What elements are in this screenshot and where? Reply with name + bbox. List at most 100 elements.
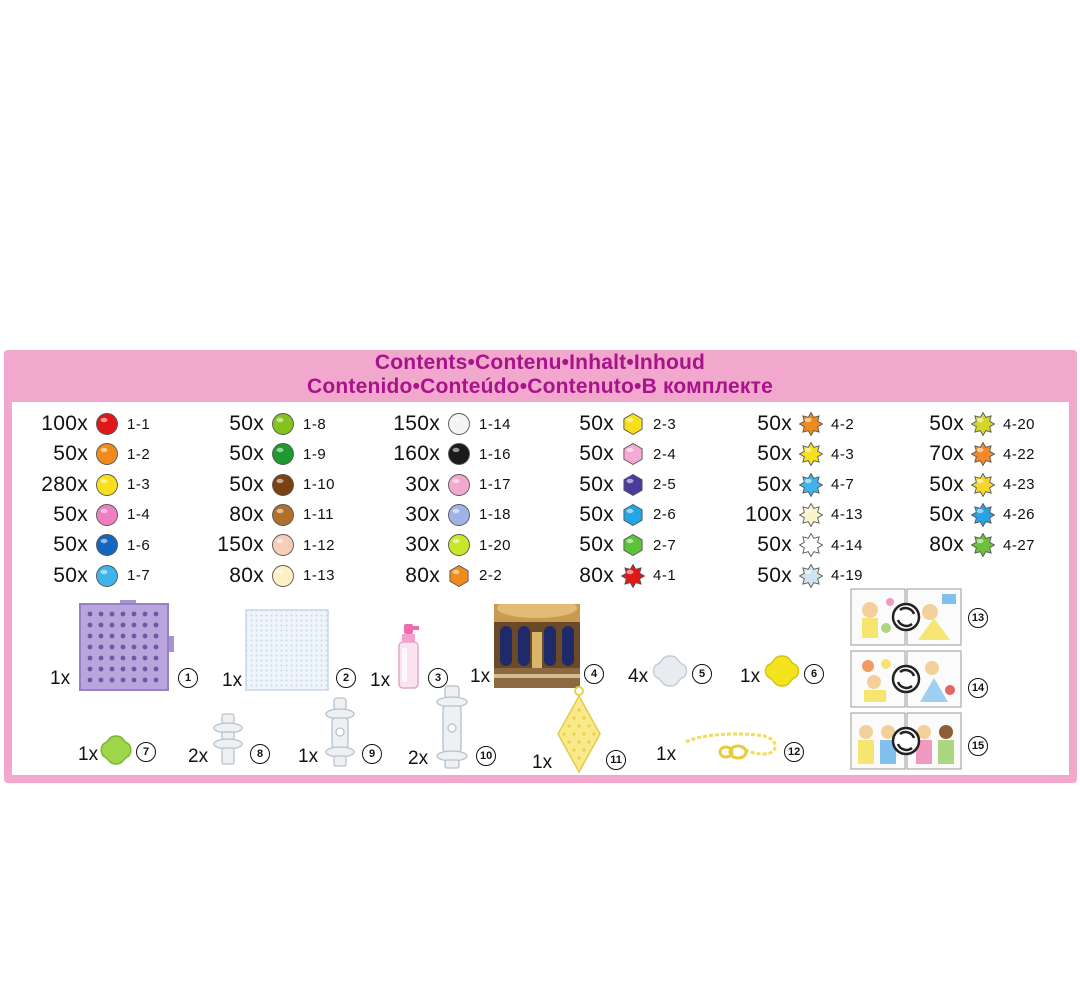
bead-quantity: 100x xyxy=(745,502,792,526)
bead-code: 1-10 xyxy=(303,476,336,494)
hex-bead-icon xyxy=(621,503,645,527)
bead-item: 100x 4-13 xyxy=(738,500,863,530)
bead-item: 30x 1-20 xyxy=(378,530,511,560)
bead-code: 1-8 xyxy=(303,415,327,433)
bead-code: 4-1 xyxy=(653,567,677,584)
accessory-11: 1x 11 xyxy=(532,686,627,774)
accessory-qty: 2x xyxy=(408,748,429,769)
bead-quantity: 280x xyxy=(41,472,88,496)
bead-quantity: 50x xyxy=(229,442,264,466)
round-bead-icon xyxy=(447,473,471,497)
round-bead-icon xyxy=(95,533,119,557)
bead-quantity: 50x xyxy=(929,472,964,496)
bead-code: 1-6 xyxy=(127,536,151,554)
bead-item: 50x 4-26 xyxy=(912,500,1035,530)
bead-quantity: 160x xyxy=(393,442,440,466)
accessory-qty: 1x xyxy=(470,666,491,687)
accessory-number: 6 xyxy=(804,664,825,684)
accessory-2: 1x 2 xyxy=(222,608,357,692)
bead-quantity: 150x xyxy=(393,412,440,435)
round-bead-icon xyxy=(95,473,119,497)
bead-quantity: 30x xyxy=(405,472,440,496)
peg-piece-icon xyxy=(325,697,355,767)
round-bead-icon xyxy=(95,503,119,527)
bead-item: 150x 1-14 xyxy=(378,409,511,439)
bead-quantity: 80x xyxy=(405,563,440,587)
bead-code: 1-20 xyxy=(479,536,512,554)
accessory-qty: 1x xyxy=(656,744,677,765)
bead-quantity: 50x xyxy=(757,472,792,496)
bead-item: 50x 4-23 xyxy=(912,470,1035,500)
round-bead-icon xyxy=(95,412,119,436)
bead-item: 30x 1-17 xyxy=(378,470,511,500)
accessory-5: 4x 5 xyxy=(628,654,713,688)
bead-code: 1-16 xyxy=(479,445,512,463)
bead-quantity: 50x xyxy=(229,472,264,496)
bead-quantity: 50x xyxy=(757,442,792,466)
round-bead-icon xyxy=(271,503,295,527)
hex-bead-icon xyxy=(621,442,645,466)
bead-code: 2-4 xyxy=(653,445,677,463)
template-sheet-icon xyxy=(850,650,962,708)
accessory-number: 7 xyxy=(136,742,157,762)
bead-quantity: 150x xyxy=(217,533,264,557)
accessory-7: 1x 7 xyxy=(78,734,157,766)
stand-piece-icon xyxy=(213,713,243,765)
star-bead-icon xyxy=(970,472,996,498)
clear-connector-icon xyxy=(652,655,688,687)
bead-quantity: 30x xyxy=(405,502,440,526)
accessory-qty: 1x xyxy=(370,670,391,691)
bead-item: 80x 1-13 xyxy=(206,561,335,591)
bead-code: 1-13 xyxy=(303,567,336,584)
yellow-connector-icon xyxy=(764,655,800,687)
green-connector-icon xyxy=(100,735,132,765)
accessory-number: 13 xyxy=(968,608,988,628)
accessory-qty: 1x xyxy=(222,670,243,691)
bead-quantity: 50x xyxy=(579,502,614,526)
bead-quantity: 50x xyxy=(53,502,88,526)
bead-quantity: 80x xyxy=(579,563,614,587)
bead-quantity: 80x xyxy=(229,563,264,587)
bead-item: 50x 4-2 xyxy=(738,409,854,439)
bead-code: 2-3 xyxy=(653,415,677,433)
bead-code: 1-2 xyxy=(127,445,151,463)
bead-item: 160x 1-16 xyxy=(378,439,511,469)
accessory-3: 1x 3 xyxy=(370,622,449,692)
round-bead-icon xyxy=(271,564,295,588)
accessory-number: 15 xyxy=(968,736,988,756)
contents-title-line2: Contenido•Conteúdo•Contenuto•В комплекте xyxy=(306,375,774,398)
accessory-qty: 4x xyxy=(628,666,649,687)
accessory-1: 1x 1 xyxy=(50,600,199,692)
star-bead-icon xyxy=(798,563,824,588)
bead-item: 50x 2-4 xyxy=(560,439,676,469)
bead-quantity: 50x xyxy=(757,563,792,587)
accessory-number: 12 xyxy=(784,742,805,762)
accessory-13: 13 xyxy=(850,588,988,646)
star-bead-icon xyxy=(798,411,824,437)
spray-bottle-icon xyxy=(398,624,420,689)
bead-item: 50x 1-4 xyxy=(26,500,150,530)
round-bead-icon xyxy=(271,533,295,557)
bead-item: 50x 2-7 xyxy=(560,530,676,560)
accessory-10: 2x 10 xyxy=(408,684,497,770)
star-bead-icon xyxy=(970,532,996,558)
bead-code: 4-2 xyxy=(831,415,855,433)
bead-code: 4-27 xyxy=(1003,536,1036,554)
round-bead-icon xyxy=(271,442,295,466)
bead-code: 1-9 xyxy=(303,445,327,463)
accessory-number: 10 xyxy=(476,746,497,766)
pegboard-icon xyxy=(79,600,175,691)
bead-item: 50x 4-7 xyxy=(738,470,854,500)
bead-item: 50x 4-3 xyxy=(738,439,854,469)
bead-quantity: 80x xyxy=(929,533,964,557)
accessory-8: 2x 8 xyxy=(188,712,271,768)
bead-quantity: 50x xyxy=(579,533,614,557)
bead-quantity: 50x xyxy=(579,442,614,466)
bead-item: 50x 1-9 xyxy=(206,439,326,469)
accessory-number: 9 xyxy=(362,744,383,764)
bead-item: 80x 2-2 xyxy=(378,561,502,591)
star-bead-icon xyxy=(798,502,824,528)
star-bead-icon xyxy=(970,411,996,437)
layout-tray-icon xyxy=(245,609,329,691)
bead-item: 80x 1-11 xyxy=(206,500,334,530)
